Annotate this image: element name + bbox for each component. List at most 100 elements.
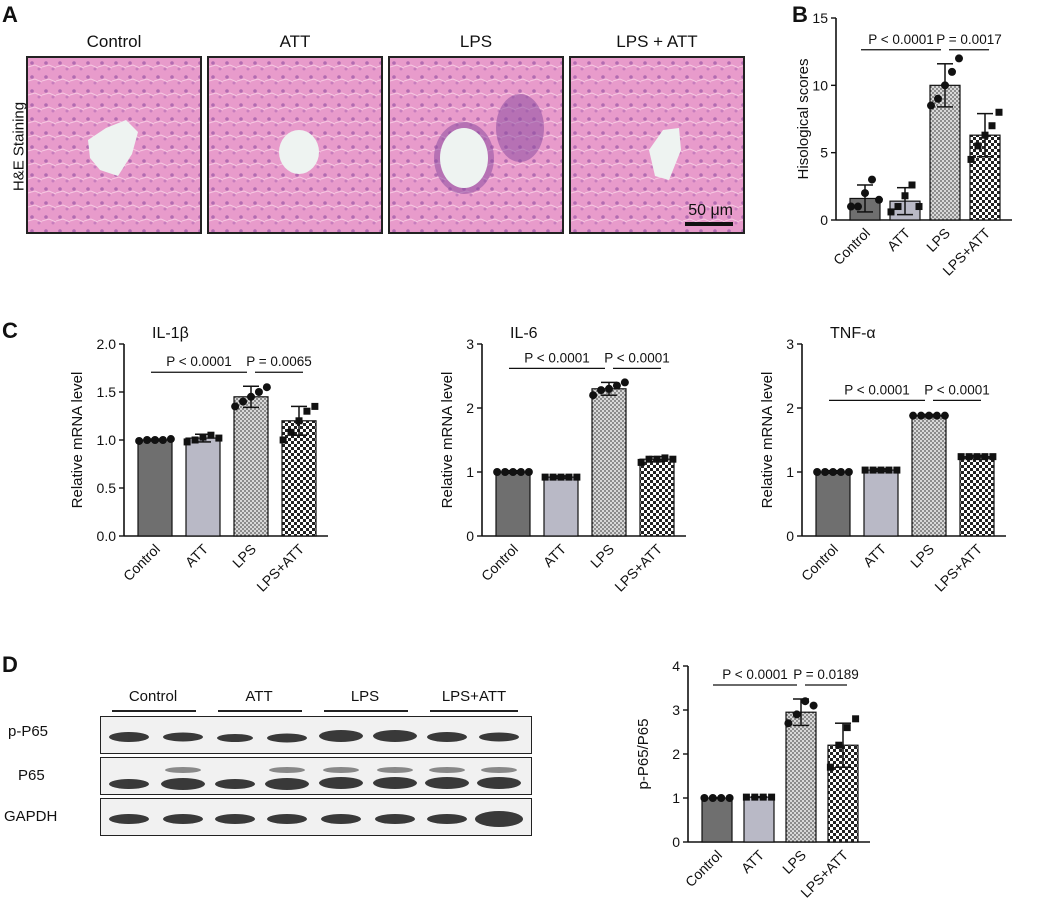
y-tick-label: 5 (820, 145, 828, 161)
data-point (967, 155, 975, 163)
data-point (725, 794, 734, 802)
data-point (908, 181, 916, 189)
data-point (852, 715, 860, 723)
data-point (861, 189, 869, 198)
data-point (589, 391, 598, 400)
chart-title: IL-6 (510, 325, 538, 342)
histo-image-lps-att: 50 μm (569, 56, 745, 234)
data-point (509, 468, 517, 476)
data-point (231, 402, 240, 411)
bar (543, 476, 579, 537)
bar (137, 439, 173, 537)
data-point (669, 455, 677, 463)
panel-letter-a: A (2, 2, 18, 27)
stain-row-label: H&E Staining (10, 101, 28, 192)
x-tick-label: ATT (860, 540, 890, 570)
data-point (941, 81, 949, 90)
p-value-label: P = 0.0189 (793, 667, 858, 682)
blot-strip-pp65 (100, 716, 532, 754)
data-point (751, 793, 759, 801)
data-point (700, 794, 709, 802)
blot-lane-control: Control (128, 688, 178, 705)
data-point (637, 458, 645, 466)
data-point (166, 435, 175, 444)
y-tick-label: 2 (672, 746, 680, 762)
chart-title: TNF-α (830, 325, 876, 342)
data-point (247, 392, 255, 401)
y-axis-label: p-P65/P65 (635, 719, 652, 790)
p-value-label: P < 0.0001 (524, 350, 589, 365)
blot-lane-lps-att: LPS+ATT (441, 688, 507, 705)
scale-bar-label: 50 μm (688, 202, 733, 219)
data-point (768, 793, 776, 801)
data-point (821, 468, 830, 476)
data-point (887, 208, 895, 216)
data-point (940, 411, 949, 420)
data-point (917, 411, 926, 420)
bar (743, 796, 775, 843)
data-point (311, 402, 319, 410)
data-point (844, 468, 853, 476)
data-point (965, 453, 973, 461)
data-point (501, 468, 510, 476)
data-point (869, 466, 877, 474)
x-tick-label: LPS (587, 541, 617, 571)
x-tick-label: LPS (923, 225, 953, 255)
data-point (557, 473, 565, 481)
y-tick-label: 0.0 (97, 528, 117, 544)
y-axis-label: Hisological scores (796, 59, 812, 180)
data-point (885, 466, 893, 474)
bar (495, 471, 531, 537)
data-point (597, 386, 606, 395)
histo-label-att: ATT (279, 32, 311, 51)
p-value-label: P < 0.0001 (844, 382, 909, 397)
data-point (653, 455, 661, 463)
data-point (836, 468, 845, 476)
x-tick-label: ATT (182, 540, 212, 570)
y-tick-label: 1 (672, 790, 680, 806)
data-point (183, 438, 191, 446)
data-point (612, 381, 621, 390)
x-tick-label: ATT (884, 224, 914, 254)
data-point (524, 468, 533, 476)
x-tick-label: Control (478, 541, 521, 584)
histo-label-lps: LPS (459, 32, 493, 51)
y-tick-label: 0 (466, 528, 474, 544)
blot-row-label: GAPDH (4, 808, 58, 825)
x-tick-label: LPS+ATT (931, 540, 985, 594)
data-point (909, 411, 918, 420)
data-point (957, 453, 965, 461)
data-point (254, 388, 263, 396)
data-point (995, 108, 1003, 116)
p-value-label: P < 0.0001 (924, 382, 989, 397)
blot-strip-gapdh (100, 798, 532, 836)
bar (281, 420, 317, 537)
lane-line (324, 710, 408, 712)
x-tick-label: LPS (779, 847, 809, 877)
y-tick-label: 2 (786, 400, 794, 416)
data-point (565, 473, 573, 481)
bar (701, 797, 733, 843)
x-tick-label: ATT (540, 540, 570, 570)
y-tick-label: 3 (466, 336, 474, 352)
data-point (988, 122, 996, 130)
data-point (717, 794, 726, 802)
data-point (894, 203, 902, 211)
data-point (516, 468, 525, 476)
chart-c-tnfa: 0 1 2 3 Relative mRNA level TNF-α Control ATT LP… (759, 325, 1006, 595)
data-point (835, 741, 843, 749)
data-point (813, 468, 822, 476)
data-point (847, 202, 855, 211)
data-point (981, 131, 989, 139)
data-point (207, 431, 215, 439)
data-point (989, 453, 997, 461)
lane-line (218, 710, 302, 712)
data-point (915, 203, 923, 211)
data-point (854, 202, 862, 211)
lane-line (430, 710, 518, 712)
blot-row-label: p-P65 (8, 723, 49, 740)
data-point (661, 454, 669, 462)
bar (929, 84, 961, 221)
